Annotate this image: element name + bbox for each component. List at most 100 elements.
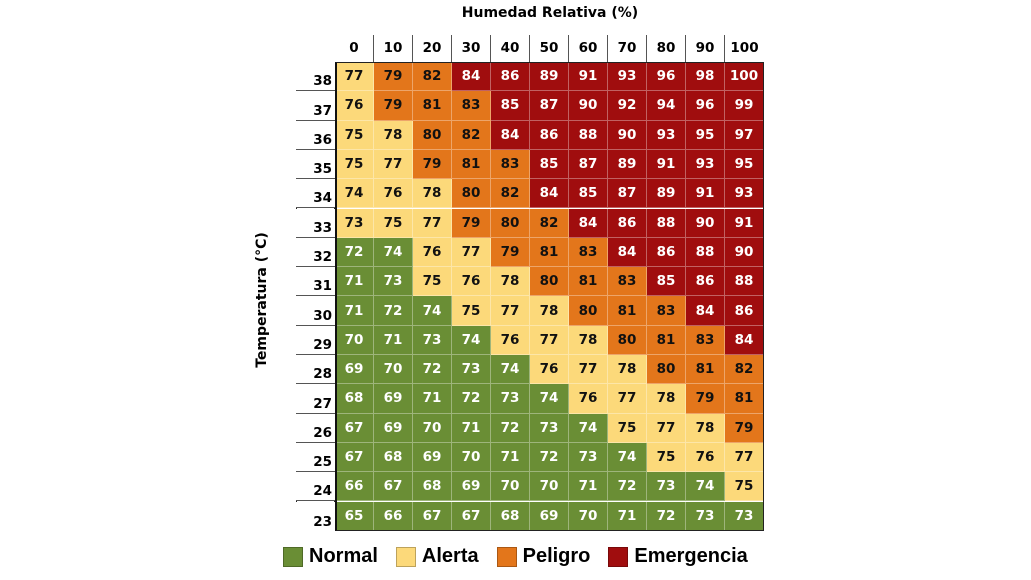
heatmap-cell: 70 — [569, 501, 608, 531]
heatmap-cell: 67 — [374, 472, 413, 502]
heatmap-cell: 73 — [647, 472, 686, 502]
x-tick-label: 40 — [491, 35, 530, 62]
heatmap-cell: 78 — [647, 384, 686, 414]
legend-item-emergencia: Emergencia — [608, 545, 748, 568]
heatmap-cell: 79 — [686, 384, 725, 414]
heatmap-cell: 79 — [374, 91, 413, 121]
heatmap-cell: 80 — [530, 267, 569, 297]
heatmap-cell: 76 — [569, 384, 608, 414]
heatmap-cell: 66 — [374, 501, 413, 531]
heatmap-cell: 94 — [647, 91, 686, 121]
heatmap-cell: 73 — [374, 267, 413, 297]
heatmap-cell: 74 — [569, 413, 608, 443]
heatmap-cell: 77 — [530, 325, 569, 355]
heatmap-cell: 69 — [335, 355, 374, 385]
heatmap-cell: 75 — [725, 472, 764, 502]
heatmap-cell: 83 — [491, 149, 530, 180]
x-tick-label: 30 — [452, 35, 491, 62]
heatmap-cell: 80 — [647, 355, 686, 385]
heatmap-cell: 67 — [413, 501, 452, 531]
heatmap-cell: 71 — [569, 472, 608, 502]
heatmap-cell: 91 — [569, 62, 608, 92]
heatmap-cell: 69 — [413, 442, 452, 473]
heatmap-cell: 88 — [725, 267, 764, 297]
heatmap-cell: 71 — [608, 501, 647, 531]
heatmap-cell: 90 — [725, 237, 764, 268]
heatmap-cell: 77 — [569, 355, 608, 385]
heatmap-cell: 70 — [335, 325, 374, 355]
x-tick-label: 10 — [374, 35, 413, 62]
heatmap-cell: 86 — [608, 208, 647, 238]
heatmap-cell: 77 — [647, 413, 686, 443]
heatmap-cell: 70 — [413, 413, 452, 443]
heatmap-cell: 81 — [647, 325, 686, 355]
legend-swatch-alerta — [395, 546, 416, 567]
heatmap-cell: 75 — [608, 413, 647, 443]
heatmap-cell: 95 — [686, 120, 725, 150]
heatmap-cell: 72 — [608, 472, 647, 502]
legend-swatch-peligro — [496, 546, 517, 567]
heatmap-cell: 96 — [647, 62, 686, 92]
x-tick-label: 50 — [530, 35, 569, 62]
heatmap-cell: 79 — [374, 62, 413, 92]
heatmap-cell: 79 — [413, 149, 452, 180]
heatmap-cell: 78 — [413, 179, 452, 209]
heatmap-cell: 87 — [569, 149, 608, 180]
heatmap-cell: 87 — [530, 91, 569, 121]
heatmap-cell: 76 — [335, 91, 374, 121]
x-tick-label: 60 — [569, 35, 608, 62]
heatmap-cell: 71 — [491, 442, 530, 473]
heatmap-cell: 91 — [686, 179, 725, 209]
heatmap-cell: 98 — [686, 62, 725, 92]
heatmap-cell: 83 — [647, 296, 686, 326]
heatmap-cell: 74 — [374, 237, 413, 268]
chart-title: Humedad Relativa (%) — [461, 5, 639, 21]
x-tick-label: 20 — [413, 35, 452, 62]
heatmap-cell: 71 — [374, 325, 413, 355]
heatmap-cell: 77 — [335, 62, 374, 92]
x-tick-label: 0 — [335, 35, 374, 62]
y-tick-label: 38 — [296, 62, 335, 92]
heatmap-cell: 74 — [686, 472, 725, 502]
heatmap-cell: 72 — [335, 237, 374, 268]
heatmap-cell: 87 — [608, 179, 647, 209]
heatmap-cell: 68 — [413, 472, 452, 502]
heatmap-cell: 82 — [491, 179, 530, 209]
y-tick-label: 27 — [296, 384, 335, 414]
heatmap-cell: 75 — [374, 208, 413, 238]
heatmap-cell: 86 — [491, 62, 530, 92]
legend-item-peligro: Peligro — [496, 545, 590, 568]
heatmap-cell: 73 — [335, 208, 374, 238]
heatmap-cell: 97 — [725, 120, 764, 150]
heatmap-cell: 81 — [608, 296, 647, 326]
y-tick-label: 24 — [296, 472, 335, 502]
heatmap-cell: 72 — [413, 355, 452, 385]
y-tick-label: 30 — [296, 296, 335, 326]
heatmap-cell: 90 — [686, 208, 725, 238]
heatmap-cell: 79 — [725, 413, 764, 443]
heatmap-cell: 75 — [335, 120, 374, 150]
heatmap-cell: 95 — [725, 149, 764, 180]
heatmap-cell: 84 — [569, 208, 608, 238]
heatmap-cell: 78 — [530, 296, 569, 326]
heatmap-cell: 67 — [452, 501, 491, 531]
heatmap-cell: 69 — [530, 501, 569, 531]
heatmap-cell: 73 — [686, 501, 725, 531]
y-tick-label: 28 — [296, 355, 335, 385]
y-tick-label: 32 — [296, 237, 335, 268]
x-tick-label: 70 — [608, 35, 647, 62]
heatmap-cell: 85 — [491, 91, 530, 121]
heatmap-cell: 80 — [569, 296, 608, 326]
heatmap-cell: 74 — [608, 442, 647, 473]
heatmap-cell: 86 — [530, 120, 569, 150]
heatmap-cell: 78 — [686, 413, 725, 443]
heatmap-cell: 70 — [491, 472, 530, 502]
heatmap-cell: 93 — [725, 179, 764, 209]
heatmap-cell: 78 — [374, 120, 413, 150]
y-tick-label: 31 — [296, 267, 335, 297]
heatmap-cell: 74 — [335, 179, 374, 209]
x-tick-label: 100 — [725, 35, 764, 62]
legend-swatch-normal — [283, 546, 303, 567]
legend-item-normal: Normal — [283, 545, 378, 568]
heatmap-cell: 84 — [686, 296, 725, 326]
